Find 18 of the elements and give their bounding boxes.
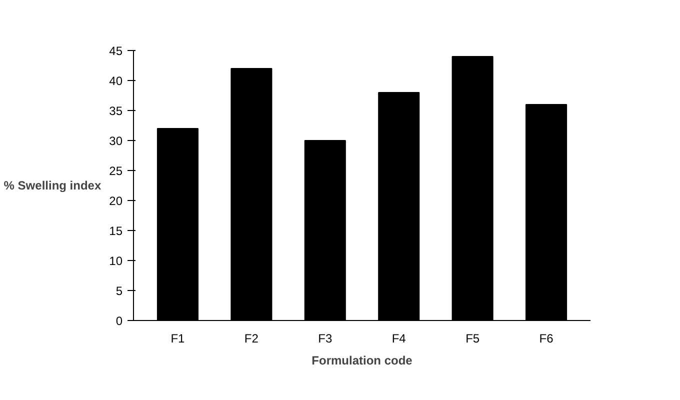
y-tick-label: 25 [109,164,123,178]
y-axis-title: % Swelling index [4,178,102,192]
y-tick-label: 30 [109,134,123,148]
x-tick-label: F3 [318,332,332,346]
y-tick-label: 35 [109,104,123,118]
y-tick-label: 45 [109,44,123,58]
y-tick-label: 0 [116,314,123,328]
x-tick-label: F6 [539,332,554,346]
y-tick-label: 10 [109,254,123,268]
x-tick-label: F1 [170,332,186,346]
y-tick-label: 15 [109,224,123,238]
y-tick-label: 40 [109,74,123,88]
y-tick-label: 5 [116,284,123,298]
x-tick-label: F4 [392,332,406,346]
x-axis-title: Formulation code [312,354,413,368]
y-tick-label: 20 [109,194,123,208]
x-tick-label: F2 [244,332,259,346]
x-tick-label: F5 [466,332,480,346]
